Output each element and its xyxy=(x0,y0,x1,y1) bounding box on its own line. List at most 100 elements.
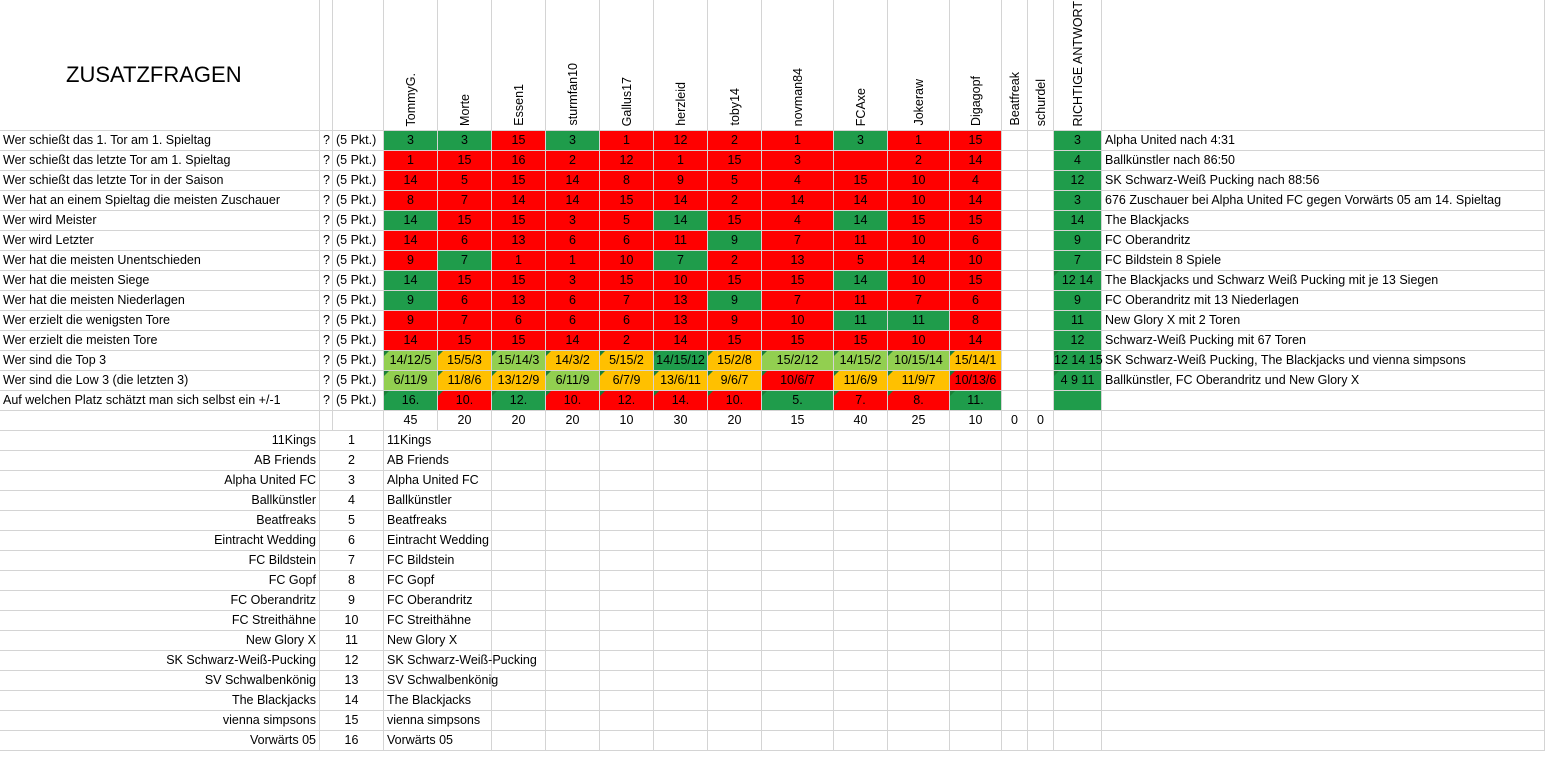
empty-cell[interactable] xyxy=(600,631,654,651)
player-total[interactable]: 45 xyxy=(384,411,438,431)
team-number[interactable]: 9 xyxy=(320,591,384,611)
empty-cell[interactable] xyxy=(834,691,888,711)
empty-cell[interactable] xyxy=(1102,651,1545,671)
header-cell[interactable]: Morte xyxy=(438,0,492,131)
empty-cell[interactable] xyxy=(1002,731,1028,751)
player-total[interactable]: 40 xyxy=(834,411,888,431)
empty-cell[interactable] xyxy=(1102,691,1545,711)
empty-cell[interactable] xyxy=(762,491,834,511)
empty-cell[interactable] xyxy=(1002,651,1028,671)
team-number[interactable]: 6 xyxy=(320,531,384,551)
empty-cell[interactable] xyxy=(950,591,1002,611)
player-total[interactable]: 30 xyxy=(654,411,708,431)
player-answer-cell[interactable]: 9 xyxy=(384,311,438,331)
team-number[interactable]: 16 xyxy=(320,731,384,751)
team-number[interactable]: 15 xyxy=(320,711,384,731)
empty-cell[interactable] xyxy=(708,731,762,751)
player-answer-cell[interactable]: 3 xyxy=(546,211,600,231)
empty-cell[interactable] xyxy=(834,491,888,511)
empty-cell[interactable] xyxy=(654,591,708,611)
empty-cell[interactable] xyxy=(762,591,834,611)
header-cell[interactable]: Gallus17 xyxy=(600,0,654,131)
empty-cell[interactable] xyxy=(492,431,546,451)
player-answer-cell[interactable]: 3 xyxy=(762,151,834,171)
header-cell[interactable]: sturmfan10 xyxy=(546,0,600,131)
question-mark[interactable]: ? xyxy=(320,391,333,411)
player-answer-cell[interactable]: 15 xyxy=(950,131,1002,151)
correct-answer-cell[interactable]: 4 xyxy=(1054,151,1102,171)
player-answer-cell[interactable] xyxy=(1028,191,1054,211)
player-answer-cell[interactable]: 14 xyxy=(384,331,438,351)
question-mark[interactable]: ? xyxy=(320,371,333,391)
team-number[interactable]: 3 xyxy=(320,471,384,491)
header-cell[interactable]: RICHTIGE ANTWORT xyxy=(1054,0,1102,131)
question-mark[interactable]: ? xyxy=(320,291,333,311)
player-answer-cell[interactable]: 5 xyxy=(708,171,762,191)
empty-cell[interactable] xyxy=(1028,671,1054,691)
empty-cell[interactable] xyxy=(762,711,834,731)
player-answer-cell[interactable]: 9 xyxy=(708,291,762,311)
empty-cell[interactable] xyxy=(492,631,546,651)
player-total[interactable]: 25 xyxy=(888,411,950,431)
player-answer-cell[interactable]: 10. xyxy=(546,391,600,411)
player-answer-cell[interactable]: 1 xyxy=(762,131,834,151)
player-answer-cell[interactable] xyxy=(1028,231,1054,251)
empty-cell[interactable] xyxy=(888,511,950,531)
player-total[interactable]: 20 xyxy=(546,411,600,431)
empty-cell[interactable] xyxy=(1102,491,1545,511)
question-mark[interactable]: ? xyxy=(320,151,333,171)
player-answer-cell[interactable]: 10. xyxy=(708,391,762,411)
team-name[interactable]: Beatfreaks xyxy=(0,511,320,531)
correct-answer-text[interactable]: Ballkünstler, FC Oberandritz und New Glo… xyxy=(1102,371,1545,391)
empty-cell[interactable] xyxy=(1102,711,1545,731)
empty-cell[interactable] xyxy=(600,731,654,751)
correct-answer-text[interactable] xyxy=(1102,391,1545,411)
player-answer-cell[interactable]: 10 xyxy=(762,311,834,331)
player-answer-cell[interactable]: 15 xyxy=(600,271,654,291)
player-answer-cell[interactable] xyxy=(1028,251,1054,271)
header-cell[interactable]: schurdel xyxy=(1028,0,1054,131)
player-answer-cell[interactable]: 7 xyxy=(438,311,492,331)
empty-cell[interactable] xyxy=(546,591,600,611)
empty-cell[interactable] xyxy=(834,671,888,691)
question-text[interactable]: Wer sind die Top 3 xyxy=(0,351,320,371)
team-name-copy[interactable]: vienna simpsons xyxy=(384,711,492,731)
empty-cell[interactable] xyxy=(762,511,834,531)
player-answer-cell[interactable]: 14 xyxy=(654,191,708,211)
empty-cell[interactable] xyxy=(492,451,546,471)
team-number[interactable]: 2 xyxy=(320,451,384,471)
empty-cell[interactable] xyxy=(708,631,762,651)
player-answer-cell[interactable]: 14 xyxy=(762,191,834,211)
empty-cell[interactable] xyxy=(546,711,600,731)
player-answer-cell[interactable]: 14/3/2 xyxy=(546,351,600,371)
empty-cell[interactable] xyxy=(708,611,762,631)
empty-cell[interactable] xyxy=(654,711,708,731)
empty-cell[interactable] xyxy=(1054,571,1102,591)
player-answer-cell[interactable] xyxy=(1028,391,1054,411)
empty-cell[interactable] xyxy=(888,491,950,511)
empty-cell[interactable] xyxy=(708,551,762,571)
player-answer-cell[interactable]: 14 xyxy=(384,211,438,231)
player-answer-cell[interactable]: 15 xyxy=(762,331,834,351)
player-answer-cell[interactable]: 7 xyxy=(762,231,834,251)
team-name[interactable]: Ballkünstler xyxy=(0,491,320,511)
empty-cell[interactable] xyxy=(492,611,546,631)
empty-cell[interactable] xyxy=(1002,471,1028,491)
empty-cell[interactable] xyxy=(762,691,834,711)
player-answer-cell[interactable]: 14 xyxy=(834,211,888,231)
question-mark[interactable]: ? xyxy=(320,251,333,271)
correct-answer-cell[interactable] xyxy=(1054,391,1102,411)
points-label[interactable]: (5 Pkt.) xyxy=(333,151,384,171)
player-answer-cell[interactable]: 15 xyxy=(600,191,654,211)
empty-cell[interactable] xyxy=(546,571,600,591)
player-answer-cell[interactable]: 12. xyxy=(492,391,546,411)
empty-cell[interactable] xyxy=(1054,611,1102,631)
player-answer-cell[interactable]: 2 xyxy=(546,151,600,171)
team-name-copy[interactable]: AB Friends xyxy=(384,451,492,471)
player-answer-cell[interactable]: 8. xyxy=(888,391,950,411)
empty-cell[interactable] xyxy=(708,471,762,491)
player-answer-cell[interactable]: 1 xyxy=(888,131,950,151)
player-answer-cell[interactable]: 15 xyxy=(492,131,546,151)
empty-cell[interactable] xyxy=(600,711,654,731)
player-answer-cell[interactable]: 13/12/9 xyxy=(492,371,546,391)
